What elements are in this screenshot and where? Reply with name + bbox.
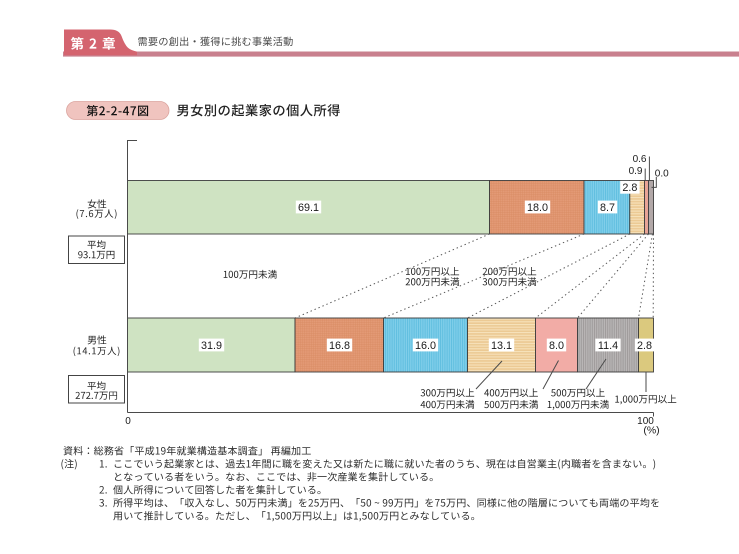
svg-text:69.1: 69.1 (298, 202, 319, 214)
svg-text:13.1: 13.1 (491, 340, 512, 352)
svg-text:31.9: 31.9 (201, 340, 222, 352)
svg-text:0: 0 (125, 416, 131, 427)
svg-text:16.8: 16.8 (329, 340, 350, 352)
svg-text:2.8: 2.8 (622, 182, 637, 194)
svg-text:(%): (%) (643, 424, 659, 436)
svg-text:0.0: 0.0 (655, 168, 669, 179)
svg-text:11.4: 11.4 (598, 340, 618, 352)
svg-text:8.7: 8.7 (600, 202, 615, 214)
svg-text:2.8: 2.8 (637, 340, 652, 352)
svg-text:16.0: 16.0 (415, 340, 436, 352)
svg-text:8.0: 8.0 (549, 340, 564, 352)
svg-text:100: 100 (637, 416, 654, 427)
svg-text:0.9: 0.9 (629, 166, 643, 177)
svg-text:18.0: 18.0 (527, 202, 548, 214)
svg-text:0.6: 0.6 (633, 154, 647, 165)
